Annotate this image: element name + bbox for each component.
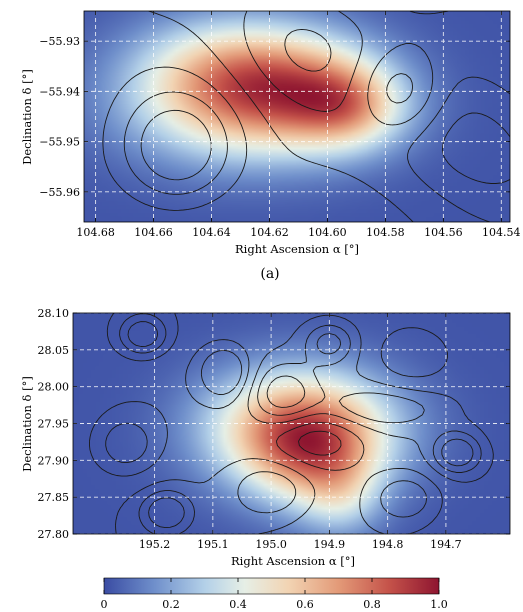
y-ticks-a: −55.93 −55.94 −55.95 −55.96 — [39, 35, 510, 199]
y-axis-label-b: Declination δ [°] — [20, 376, 34, 472]
x-tick-label: 194.7 — [430, 538, 462, 551]
x-tick-label: 194.8 — [372, 538, 404, 551]
x-tick-label: 195.1 — [197, 538, 229, 551]
y-tick-label: −55.93 — [39, 35, 80, 48]
y-tick-label: −55.94 — [39, 85, 80, 98]
panel-b: 195.2 195.1 195.0 194.9 194.8 194.7 28.10 28.0… — [20, 307, 511, 568]
x-tick-label: 104.64 — [192, 226, 231, 239]
colorbar-tick-label: 0 — [101, 598, 108, 611]
contour-level-3 — [119, 313, 482, 534]
contour-level-0 — [105, 349, 428, 518]
x-tick-label: 195.2 — [139, 538, 171, 551]
x-ticks-b: 195.2 195.1 195.0 194.9 194.8 194.7 — [139, 313, 462, 551]
y-tick-label: −55.95 — [39, 136, 80, 149]
panel-caption-a: (a) — [260, 266, 279, 282]
y-tick-label: 27.80 — [38, 528, 70, 541]
x-ticks-a: 104.68 104.66 104.64 104.62 104.60 104.58 104.… — [76, 11, 521, 239]
y-tick-label: 28.10 — [38, 307, 70, 320]
grid-a — [84, 11, 510, 222]
colorbar-tick-label: 0.2 — [162, 598, 180, 611]
colorbar-tick-label: 0.8 — [363, 598, 381, 611]
x-axis-label-b: Right Ascension α [°] — [231, 554, 355, 568]
colorbar-ticks: 0 0.2 0.4 0.6 0.8 1.0 — [101, 578, 448, 611]
x-tick-label: 195.0 — [255, 538, 287, 551]
colorbar-tick-label: 1.0 — [430, 598, 448, 611]
x-tick-label: 104.60 — [308, 226, 347, 239]
x-axis-label-a: Right Ascension α [°] — [235, 242, 359, 256]
y-tick-label: 27.85 — [38, 491, 70, 504]
x-tick-label: 194.9 — [314, 538, 346, 551]
heatmap-image — [84, 11, 510, 222]
contours-a — [102, 11, 510, 222]
y-tick-label: 27.90 — [38, 454, 70, 467]
x-tick-label: 104.58 — [366, 226, 405, 239]
x-tick-label: 104.62 — [250, 226, 289, 239]
colorbar: 0 0.2 0.4 0.6 0.8 1.0 — [101, 577, 448, 611]
contour-level-4 — [127, 321, 474, 529]
contour-level-2 — [102, 66, 414, 211]
heatmap-a — [84, 11, 510, 222]
contour-level-4 — [243, 11, 510, 222]
colorbar-tick-label: 0.4 — [229, 598, 247, 611]
colorbar-tick-label: 0.6 — [296, 598, 314, 611]
y-tick-label: 28.00 — [38, 381, 70, 394]
x-tick-label: 104.54 — [482, 226, 521, 239]
y-axis-label-a: Declination δ [°] — [20, 69, 34, 165]
y-tick-label: −55.96 — [39, 186, 80, 199]
contour-level-0 — [140, 109, 212, 181]
contour-level-2 — [106, 313, 494, 534]
x-tick-label: 104.56 — [424, 226, 463, 239]
axes-frame-a — [83, 10, 511, 223]
y-ticks-b: 28.10 28.05 28.00 27.95 27.90 27.85 27.80 — [38, 307, 510, 541]
x-tick-label: 104.66 — [134, 226, 173, 239]
contours-b — [89, 313, 494, 534]
x-tick-label: 104.68 — [76, 226, 115, 239]
y-tick-label: 27.95 — [38, 418, 70, 431]
colorbar-gradient — [103, 577, 440, 595]
y-tick-label: 28.05 — [38, 344, 70, 357]
panel-a: 104.68 104.66 104.64 104.62 104.60 104.58 104.… — [20, 10, 521, 282]
